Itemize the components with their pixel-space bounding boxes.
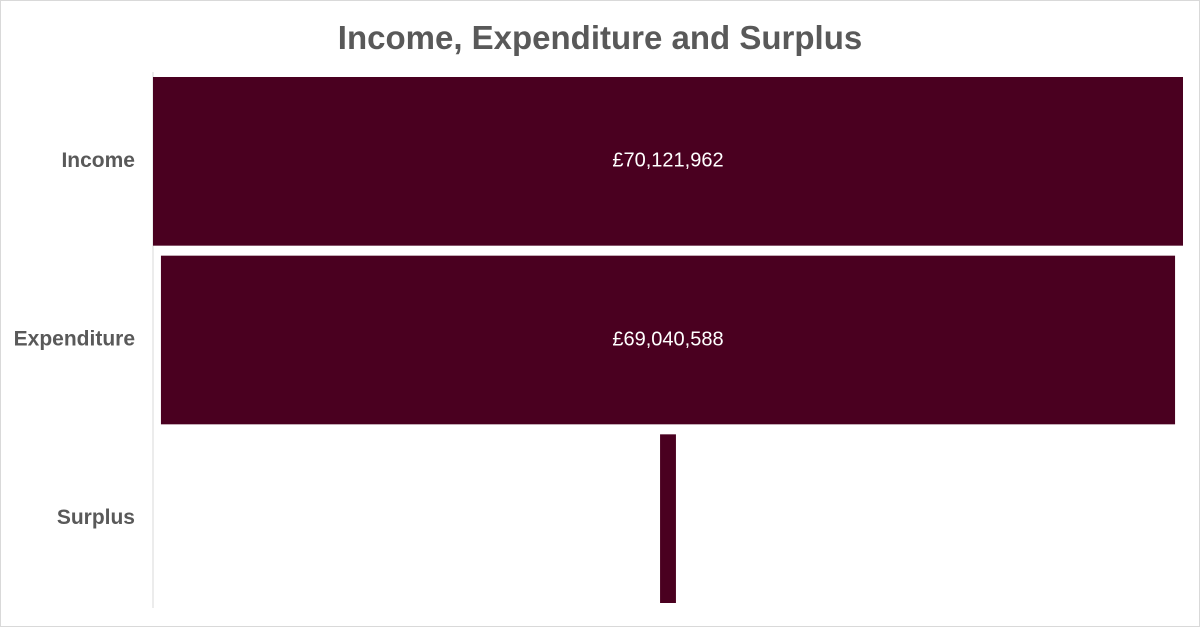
category-label-surplus: Surplus	[57, 506, 135, 529]
chart-title: Income, Expenditure and Surplus	[337, 19, 863, 56]
bar-surplus	[660, 434, 676, 603]
data-label-income: £70,121,962	[612, 150, 723, 172]
bars-layer	[153, 77, 1183, 603]
bar-expenditure	[160, 255, 1176, 425]
labels-layer: Income £70,121,962 Expenditure £69,040,588 S…	[14, 149, 724, 529]
data-label-expenditure: £69,040,588	[612, 328, 723, 350]
category-label-income: Income	[61, 149, 135, 172]
category-label-expenditure: Expenditure	[14, 328, 135, 351]
bar-income	[153, 77, 1183, 246]
